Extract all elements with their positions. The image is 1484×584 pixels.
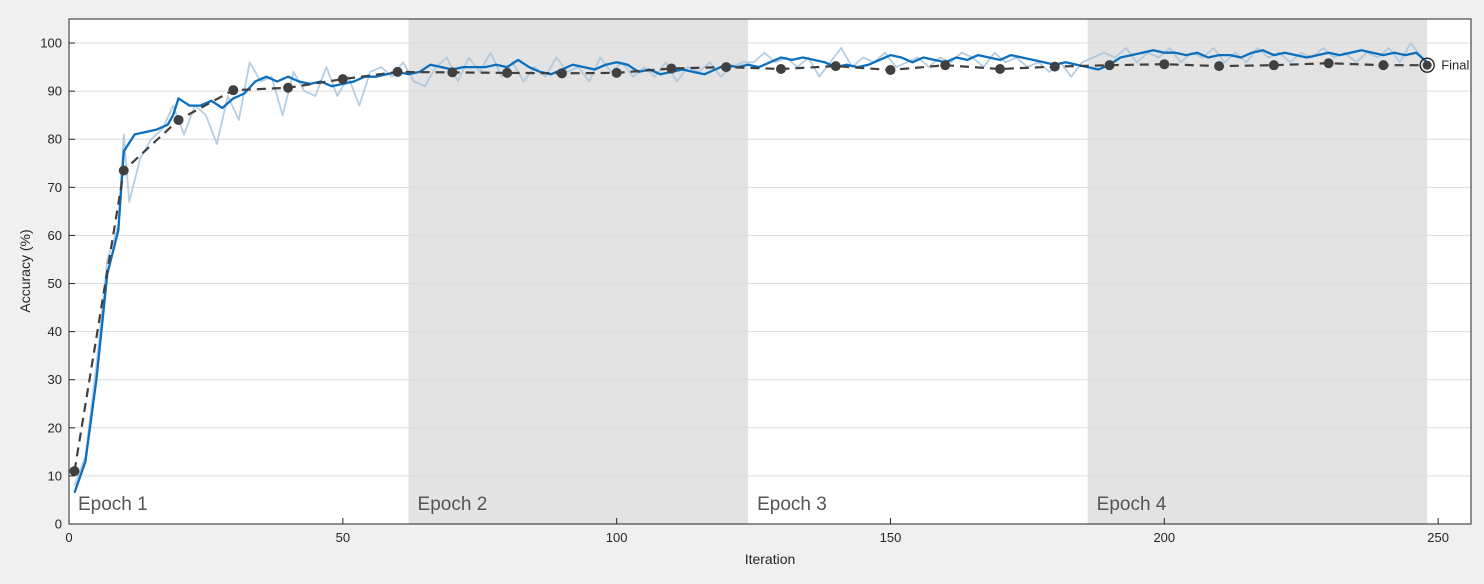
validation-point [502, 67, 513, 78]
validation-point [173, 115, 184, 125]
axes-frame [68, 18, 1472, 525]
x-tick-label: 250 [1427, 530, 1449, 545]
x-tick-label: 200 [1153, 530, 1175, 545]
validation-point [995, 64, 1006, 75]
validation-point [830, 61, 841, 72]
x-tick-label: 50 [336, 530, 350, 545]
validation-point [1268, 60, 1279, 71]
y-tick-label: 10 [48, 468, 62, 483]
validation-point [69, 466, 80, 477]
epoch-label-1: Epoch 1 [78, 494, 148, 515]
grid-lines [69, 42, 1471, 477]
validation-point [228, 85, 239, 96]
epoch-band-4 [1087, 19, 1428, 524]
epoch-labels: Epoch 1 Epoch 2 Epoch 3 Epoch 4 [78, 494, 1167, 515]
validation-point [556, 68, 567, 79]
validation-point [1049, 61, 1060, 72]
y-axis-ticks: 0 10 20 30 40 50 60 70 80 90 100 [40, 36, 75, 532]
final-label: Final [1441, 58, 1469, 73]
final-marker [1422, 60, 1432, 70]
x-tick-label: 150 [880, 530, 902, 545]
series-layer [73, 42, 1428, 494]
validation-point [118, 165, 129, 176]
final-point: Final [1419, 57, 1469, 73]
validation-point [1159, 59, 1170, 70]
y-tick-label: 90 [48, 84, 62, 99]
validation-point [721, 62, 732, 73]
validation-point [447, 67, 458, 78]
validation-point [1214, 61, 1225, 72]
y-tick-label: 70 [48, 180, 62, 195]
y-tick-label: 30 [48, 372, 62, 387]
validation-point [940, 60, 951, 71]
epoch-label-4: Epoch 4 [1097, 494, 1167, 515]
y-tick-label: 40 [48, 324, 62, 339]
epoch-label-3: Epoch 3 [757, 494, 827, 515]
validation-point [1104, 60, 1115, 71]
x-axis-ticks: 0 50 100 150 200 250 [65, 518, 1449, 545]
validation-point [775, 64, 786, 75]
validation-point [666, 63, 677, 74]
y-tick-label: 50 [48, 276, 62, 291]
validation-markers [69, 58, 1389, 477]
y-tick-label: 80 [48, 132, 62, 147]
y-axis-label: Accuracy (%) [17, 229, 33, 312]
validation-point [283, 82, 294, 93]
validation-point [1323, 58, 1334, 69]
validation-point [1378, 60, 1389, 71]
validation-series-line [73, 62, 1428, 472]
y-tick-label: 0 [55, 517, 62, 532]
validation-point [337, 74, 348, 85]
x-axis-label: Iteration [745, 551, 796, 567]
y-tick-label: 100 [40, 36, 62, 51]
epoch-label-2: Epoch 2 [418, 494, 488, 515]
final-ring-icon [1419, 57, 1435, 73]
x-tick-label: 0 [65, 530, 72, 545]
epoch-band-2 [408, 19, 749, 524]
x-tick-label: 100 [606, 530, 628, 545]
validation-point [392, 66, 403, 77]
y-tick-label: 60 [48, 228, 62, 243]
validation-point [885, 64, 896, 75]
y-tick-label: 20 [48, 420, 62, 435]
smoothed-series-line [73, 49, 1428, 494]
validation-point [611, 67, 622, 78]
epoch-bands [408, 19, 1428, 524]
